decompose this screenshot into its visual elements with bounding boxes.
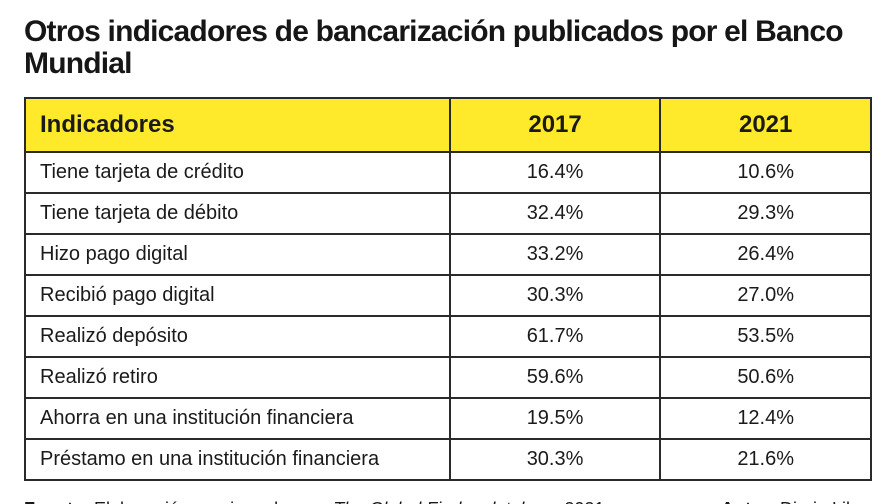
table-row: Tiene tarjeta de débito 32.4% 29.3%	[25, 193, 871, 234]
table-row: Ahorra en una institución financiera 19.…	[25, 398, 871, 439]
table-row: Préstamo en una institución financiera 3…	[25, 439, 871, 480]
cell-value-b: 26.4%	[660, 234, 871, 275]
footer-source-em: The Global Findex database	[333, 499, 559, 504]
footer-author-label: Autor:	[721, 499, 775, 504]
cell-value-b: 21.6%	[660, 439, 871, 480]
col-header-indicator: Indicadores	[25, 98, 450, 152]
cell-value-b: 53.5%	[660, 316, 871, 357]
footer-source-pre: Elaboración propia en base a	[94, 499, 333, 504]
footer-author-text: Diario Libre	[780, 499, 872, 504]
indicators-table: Indicadores 2017 2021 Tiene tarjeta de c…	[24, 97, 872, 481]
footer-source: Fuente: Elaboración propia en base a The…	[24, 499, 604, 504]
cell-value-a: 33.2%	[450, 234, 661, 275]
cell-value-b: 12.4%	[660, 398, 871, 439]
cell-value-a: 32.4%	[450, 193, 661, 234]
cell-indicator: Recibió pago digital	[25, 275, 450, 316]
table-row: Realizó depósito 61.7% 53.5%	[25, 316, 871, 357]
page: Otros indicadores de bancarización publi…	[0, 0, 896, 504]
cell-value-a: 16.4%	[450, 152, 661, 193]
footer-source-label: Fuente:	[24, 499, 89, 504]
cell-value-b: 10.6%	[660, 152, 871, 193]
table-row: Tiene tarjeta de crédito 16.4% 10.6%	[25, 152, 871, 193]
cell-value-b: 27.0%	[660, 275, 871, 316]
cell-value-a: 61.7%	[450, 316, 661, 357]
cell-indicator: Tiene tarjeta de débito	[25, 193, 450, 234]
cell-indicator: Préstamo en una institución financiera	[25, 439, 450, 480]
cell-value-a: 59.6%	[450, 357, 661, 398]
cell-value-b: 29.3%	[660, 193, 871, 234]
footer: Fuente: Elaboración propia en base a The…	[24, 499, 872, 504]
footer-author: Autor: Diario Libre	[721, 499, 872, 504]
col-header-year-b: 2021	[660, 98, 871, 152]
col-header-year-a: 2017	[450, 98, 661, 152]
cell-value-a: 30.3%	[450, 275, 661, 316]
page-title: Otros indicadores de bancarización publi…	[24, 16, 872, 81]
cell-value-a: 19.5%	[450, 398, 661, 439]
table-row: Hizo pago digital 33.2% 26.4%	[25, 234, 871, 275]
cell-indicator: Realizó retiro	[25, 357, 450, 398]
cell-indicator: Hizo pago digital	[25, 234, 450, 275]
table-row: Realizó retiro 59.6% 50.6%	[25, 357, 871, 398]
table-header-row: Indicadores 2017 2021	[25, 98, 871, 152]
table-row: Recibió pago digital 30.3% 27.0%	[25, 275, 871, 316]
cell-value-a: 30.3%	[450, 439, 661, 480]
cell-indicator: Ahorra en una institución financiera	[25, 398, 450, 439]
cell-value-b: 50.6%	[660, 357, 871, 398]
cell-indicator: Tiene tarjeta de crédito	[25, 152, 450, 193]
footer-source-post: 2021	[559, 499, 604, 504]
cell-indicator: Realizó depósito	[25, 316, 450, 357]
